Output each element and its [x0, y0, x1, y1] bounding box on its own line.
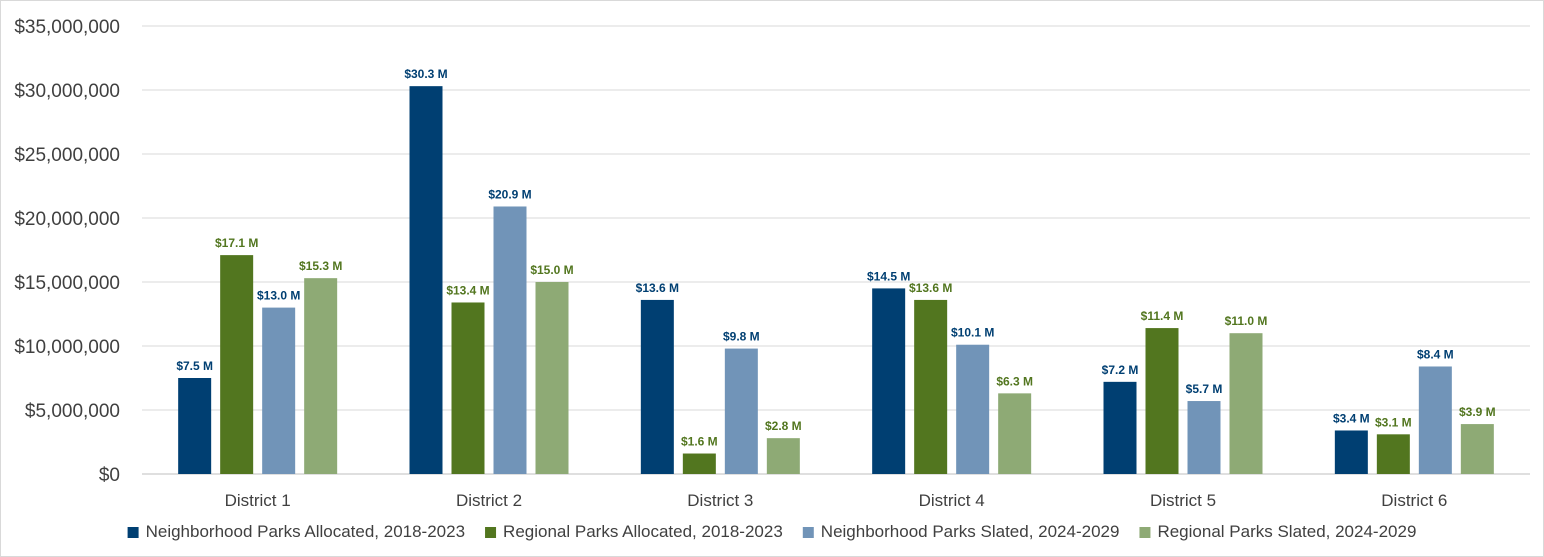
- gridlines: [142, 25, 1530, 475]
- bar-2-1: [682, 453, 716, 474]
- legend-item: Neighborhood Parks Allocated, 2018-2023: [127, 522, 465, 541]
- data-label: $3.4 M: [1333, 411, 1370, 425]
- category-label: District 2: [456, 491, 522, 510]
- legend-swatch: [127, 527, 139, 538]
- bar-5-1: [1376, 434, 1410, 474]
- y-tick-label: $5,000,000: [25, 401, 120, 422]
- data-label: $8.4 M: [1417, 347, 1454, 361]
- bar-3-0: [872, 288, 906, 474]
- category-label: District 5: [1150, 491, 1216, 510]
- y-tick-label: $15,000,000: [14, 273, 120, 294]
- data-label: $6.3 M: [996, 374, 1033, 388]
- data-label: $7.2 M: [1102, 363, 1139, 377]
- bar-1-3: [535, 282, 569, 474]
- bar-0-0: [178, 378, 212, 474]
- data-label: $17.1 M: [215, 236, 258, 250]
- bar-1-1: [451, 302, 485, 474]
- data-label: $3.1 M: [1375, 415, 1412, 429]
- legend-label: Neighborhood Parks Allocated, 2018-2023: [146, 522, 465, 541]
- y-tick-label: $30,000,000: [14, 81, 120, 102]
- legend-item: Regional Parks Slated, 2024-2029: [1139, 522, 1416, 541]
- data-label: $20.9 M: [488, 187, 531, 201]
- bar-5-0: [1334, 430, 1368, 474]
- legend-label: Regional Parks Allocated, 2018-2023: [503, 522, 783, 541]
- bar-1-2: [493, 206, 527, 475]
- legend-swatch: [802, 527, 814, 538]
- data-label: $14.5 M: [867, 269, 910, 283]
- x-axis-categories: District 1 District 2 District 3 District 4…: [225, 491, 1448, 510]
- data-label: $9.8 M: [723, 330, 760, 344]
- data-label: $30.3 M: [404, 67, 447, 81]
- data-label: $3.9 M: [1459, 405, 1496, 419]
- category-label: District 4: [919, 491, 985, 510]
- bar-3-2: [956, 344, 990, 474]
- bar-0-2: [262, 307, 296, 474]
- bar-2-0: [640, 299, 674, 474]
- data-label: $11.4 M: [1141, 309, 1184, 323]
- category-label: District 1: [225, 491, 291, 510]
- legend-item: Neighborhood Parks Slated, 2024-2029: [802, 522, 1120, 541]
- bar-3-1: [914, 299, 948, 474]
- bar-1-0: [409, 86, 443, 474]
- data-label: $1.6 M: [681, 435, 718, 449]
- legend-label: Regional Parks Slated, 2024-2029: [1157, 522, 1416, 541]
- data-label: $7.5 M: [176, 359, 213, 373]
- y-axis-ticks: $0 $5,000,000 $10,000,000 $15,000,000 $20,00…: [14, 17, 120, 486]
- data-label: $13.6 M: [636, 281, 679, 295]
- y-tick-label: $25,000,000: [14, 145, 120, 166]
- bar-0-1: [220, 255, 254, 474]
- data-label: $15.0 M: [530, 263, 573, 277]
- y-tick-label: $20,000,000: [14, 209, 120, 230]
- legend-label: Neighborhood Parks Slated, 2024-2029: [821, 522, 1120, 541]
- data-label: $2.8 M: [765, 419, 802, 433]
- bar-2-3: [766, 438, 800, 474]
- bar-5-2: [1418, 366, 1452, 474]
- legend-swatch: [1139, 527, 1151, 538]
- bar-0-3: [304, 278, 338, 474]
- category-label: District 3: [687, 491, 753, 510]
- bar-3-3: [998, 393, 1032, 474]
- bar-4-2: [1187, 401, 1221, 474]
- data-label: $5.7 M: [1186, 382, 1223, 396]
- data-label: $13.0 M: [257, 289, 300, 303]
- bar-5-3: [1460, 424, 1494, 474]
- y-tick-label: $35,000,000: [14, 17, 120, 38]
- bar-4-0: [1103, 381, 1137, 474]
- data-label: $13.4 M: [446, 283, 489, 297]
- legend-swatch: [485, 527, 497, 538]
- bar-4-1: [1145, 328, 1179, 474]
- y-tick-label: $0: [99, 465, 120, 486]
- legend-item: Regional Parks Allocated, 2018-2023: [485, 522, 783, 541]
- bars: [178, 86, 1494, 475]
- legend: Neighborhood Parks Allocated, 2018-2023 R…: [127, 522, 1416, 541]
- data-label: $10.1 M: [951, 326, 994, 340]
- bar-4-3: [1229, 333, 1263, 474]
- data-label: $13.6 M: [909, 281, 952, 295]
- data-label: $11.0 M: [1225, 314, 1268, 328]
- y-tick-label: $10,000,000: [14, 337, 120, 358]
- data-label: $15.3 M: [299, 259, 342, 273]
- category-label: District 6: [1381, 491, 1447, 510]
- bar-2-2: [724, 348, 758, 474]
- data-labels: $7.5 M $17.1 M $13.0 M $15.3 M $30.3 M $13.4 …: [176, 67, 1495, 448]
